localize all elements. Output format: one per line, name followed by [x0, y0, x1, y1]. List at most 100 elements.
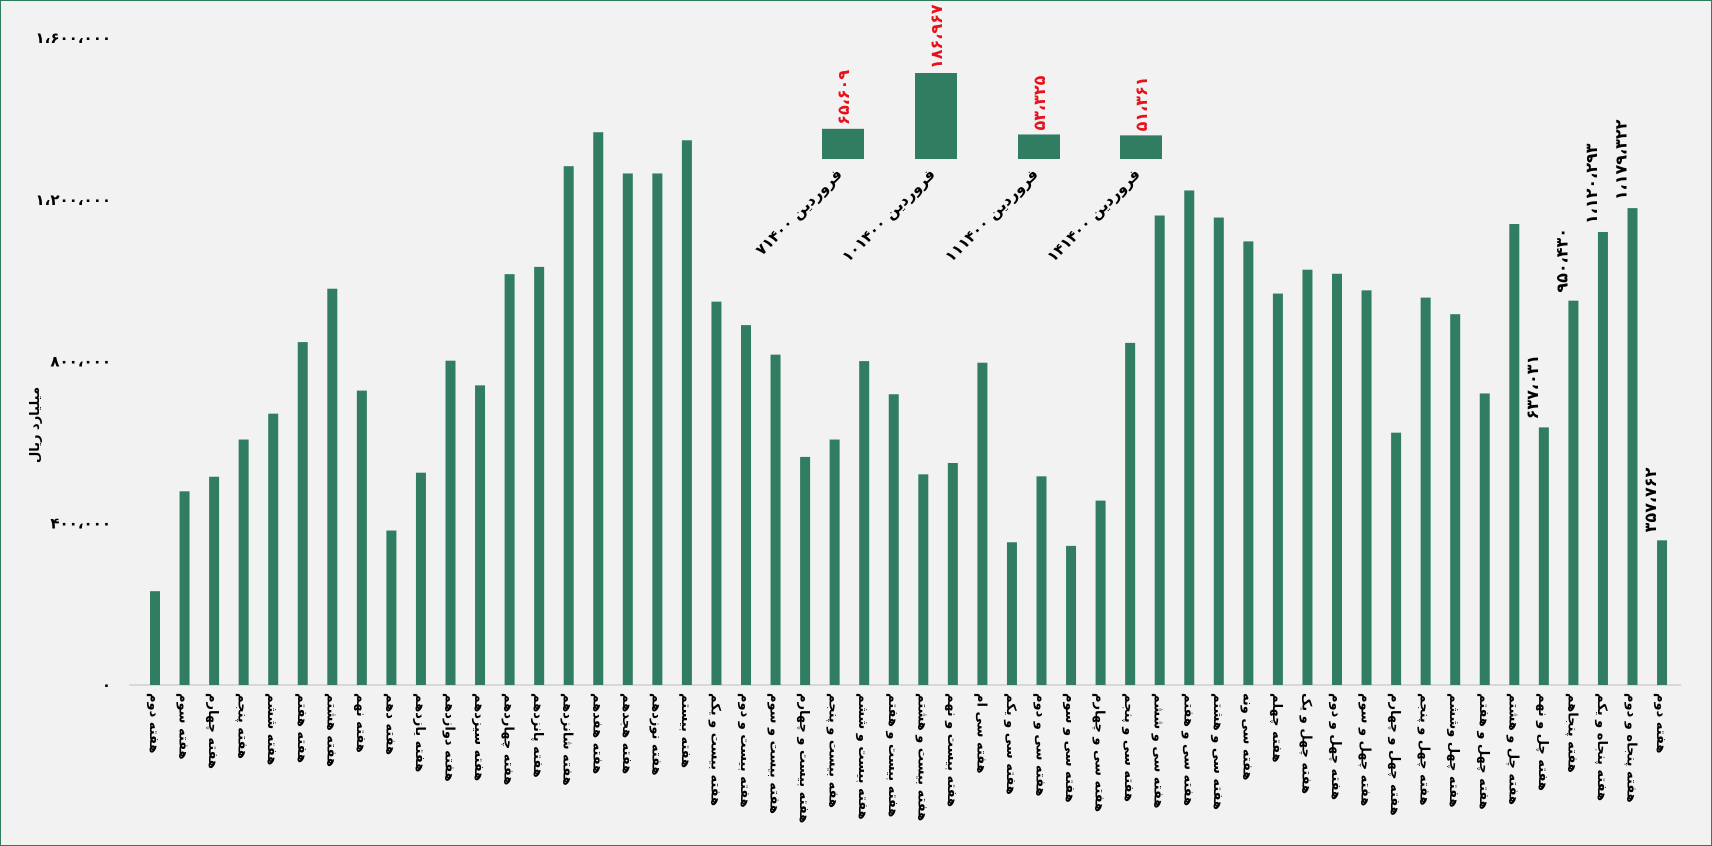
x-tick-label: هفته چل و نهم — [1535, 693, 1550, 791]
bar — [977, 362, 988, 685]
bar — [504, 274, 515, 685]
inset-bar — [1120, 135, 1162, 159]
x-tick-label: هفته هفدهم — [589, 693, 604, 774]
inset-value-label: ۵۱،۳۶۱ — [1132, 76, 1151, 131]
bar — [150, 591, 160, 685]
inset-value-label: ۵۳،۳۲۵ — [1030, 75, 1049, 130]
x-tick-label: هفته چهل و سوم — [1358, 693, 1373, 806]
bar — [1036, 476, 1047, 685]
x-tick-label: هفته چهل و پنجم — [1417, 693, 1432, 806]
bar — [711, 301, 722, 685]
x-tick-label: هفته چهل و یک — [1298, 693, 1313, 794]
x-tick-label: هفته بیست و نهم — [944, 693, 959, 807]
bar — [1243, 241, 1254, 685]
bar — [859, 361, 870, 685]
inset-category-label: ۷فروردین ۱۴۰۰ — [752, 165, 846, 259]
bar — [829, 439, 840, 685]
bar — [770, 354, 781, 685]
bar — [622, 173, 633, 685]
inset-category-label: ۱۴فروردین ۱۴۰۰ — [1043, 165, 1143, 265]
x-tick-label: هفته بیست و دوم — [737, 693, 752, 808]
data-label: ۱،۱۷۹،۳۲۲ — [1612, 119, 1631, 200]
x-tick-label: هفته هفتم — [294, 693, 309, 763]
x-tick-label: هفته پنجاه و دوم — [1624, 693, 1639, 803]
bar — [741, 325, 751, 685]
x-tick-label: هفته هجدهم — [619, 693, 634, 774]
x-tick-label: هفته دوم — [146, 693, 161, 753]
bar — [1332, 273, 1342, 685]
x-tick-label: هفته چهل و دوم — [1328, 693, 1343, 800]
x-tick-label: هفته سی و دوم — [1033, 693, 1048, 796]
bar — [1125, 342, 1136, 685]
bar — [1066, 545, 1077, 685]
x-tick-label: هفته سی و سوم — [1062, 693, 1077, 803]
x-tick-label: هفته نهم — [353, 693, 368, 753]
bar — [327, 288, 338, 685]
bar — [445, 360, 456, 685]
x-tick-label: هفته پانزدهم — [530, 693, 545, 778]
x-tick-label: هفته چل و هشتم — [1505, 693, 1520, 805]
bar — [1450, 314, 1461, 685]
y-axis-label: میلیارد ریال — [28, 387, 43, 463]
x-tick-label: هفته هشتم — [323, 693, 338, 767]
x-tick-label: هفته دهم — [382, 693, 397, 755]
x-tick-label: هفته سی و ششم — [1151, 693, 1166, 808]
bar — [1627, 208, 1638, 685]
bar — [475, 385, 486, 685]
x-tick-label: هفته بیست و ششم — [855, 693, 870, 820]
inset-value-label: ۱۸۶،۹۶۷ — [927, 4, 946, 69]
y-tick-label: ۱،۲۰۰،۰۰۰ — [36, 191, 111, 209]
inset-bar — [822, 128, 864, 159]
x-tick-label: هفته سی ام — [973, 693, 988, 774]
x-tick-label: هفته بیستم — [678, 693, 693, 768]
y-tick-label: ۴۰۰،۰۰۰ — [50, 514, 111, 532]
bar — [534, 266, 545, 685]
x-tick-labels: هفته دوم هفته سوم هفته چهارم هفته پنجم هفته … — [146, 693, 1668, 823]
y-axis: ۰ ۴۰۰،۰۰۰ ۸۰۰،۰۰۰ ۱،۲۰۰،۰۰۰ ۱،۶۰۰،۰۰۰ — [36, 29, 111, 694]
inset-value-label: ۶۵،۶۰۹ — [834, 70, 853, 125]
x-tick-label: هفته چهلم — [1269, 693, 1284, 763]
x-tick-label: هفته چهاردهم — [501, 693, 516, 785]
bar — [681, 140, 692, 685]
x-tick-label: هفته چهل وششم — [1446, 693, 1461, 807]
x-tick-label: هفته پنجاه و یکم — [1594, 693, 1609, 801]
x-tick-label: هفته سی و پنجم — [1121, 693, 1136, 802]
x-tick-label: هفته دوازدهم — [442, 693, 457, 782]
x-tick-label: هفته نوزدهم — [648, 693, 663, 775]
x-tick-label: هفته پنجم — [235, 693, 250, 759]
bar — [1302, 269, 1313, 685]
x-tick-label: هفته سی و هشتم — [1210, 693, 1225, 810]
x-tick-label: هفته پنجاهم — [1564, 693, 1579, 773]
bar — [268, 413, 279, 685]
y-tick-label: ۸۰۰،۰۰۰ — [50, 353, 111, 371]
bar — [386, 530, 397, 685]
bar — [1272, 293, 1283, 685]
x-tick-label: هفته بیست و سوم — [767, 693, 782, 814]
x-tick-label: هفته سی و هفتم — [1180, 693, 1195, 806]
bar — [1361, 290, 1372, 685]
bar — [1154, 215, 1165, 685]
bar — [209, 476, 220, 685]
bar — [1657, 540, 1668, 685]
x-tick-label: هفته سوم — [176, 693, 191, 760]
x-tick-label: هفته ششم — [264, 693, 279, 765]
bar — [1184, 190, 1195, 685]
x-tick-label: هفته بیست و یکم — [707, 693, 722, 806]
data-label: ۳۵۷،۷۶۲ — [1641, 467, 1660, 532]
inset-bar — [915, 73, 957, 159]
x-tick-label: هفته دوم — [1653, 693, 1668, 753]
bar — [1509, 224, 1520, 685]
bar — [918, 474, 929, 685]
bar — [356, 390, 367, 685]
bar — [800, 456, 811, 685]
bar — [179, 491, 190, 685]
x-tick-label: هفته سی و چهارم — [1092, 693, 1107, 812]
bar — [1095, 500, 1106, 685]
x-tick-label: هفته بیست و چهارم — [796, 693, 811, 823]
bar — [415, 472, 426, 685]
data-labels-group: ۶۳۷،۰۳۱ ۹۵۰،۴۳۰ ۱،۱۲۰،۲۹۳ ۱،۱۷۹،۳۲۲ ۳۵۷،۷۶۲ — [1523, 119, 1660, 532]
inset-bar — [1018, 134, 1060, 159]
x-tick-label: هفته چهل و چهارم — [1387, 693, 1402, 816]
